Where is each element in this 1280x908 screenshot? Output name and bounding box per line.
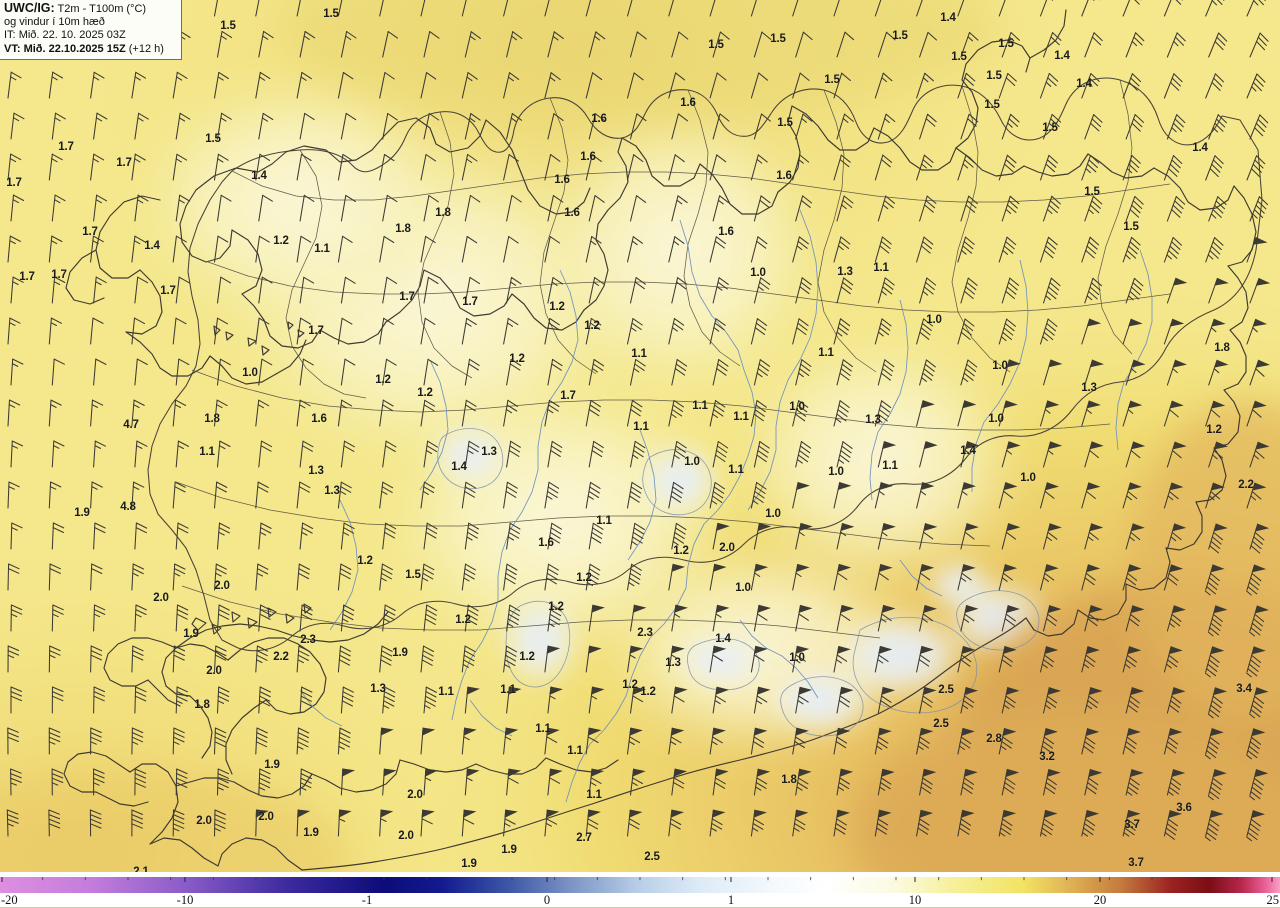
wind-barb-field <box>6 0 1271 842</box>
valid-time-label: VT: <box>4 42 21 55</box>
colorbar-tick-label: 1 <box>727 893 735 907</box>
colorbar-tick-labels: -20 -10 -1 0 1 10 20 25 <box>0 893 1280 908</box>
wind-level-label: og vindur í 10m hæð <box>4 16 105 29</box>
colorbar-tick-marks <box>1 877 1273 882</box>
colorbar-panel: -20 -10 -1 0 1 10 20 25 <box>0 872 1280 908</box>
colorbar-tick-label: -20 <box>1 893 18 907</box>
lead-time-value: (+12 h) <box>128 42 164 55</box>
init-time-label: IT: <box>4 29 16 42</box>
colorbar-tick-label: 10 <box>908 893 922 907</box>
model-label: UWC/IG: <box>4 1 55 15</box>
wind-barbs-group <box>6 0 1271 842</box>
colorbar-tick-label: 0 <box>543 893 551 907</box>
init-time-value: Mið. 22. 10. 2025 03Z <box>18 29 126 42</box>
colorbar-tick-label: 20 <box>1093 893 1107 907</box>
map-canvas[interactable]: 1.5 1.5 1.5 1.5 1.5 1.4 1.5 1.4 1.5 1.4 1.5 1.5 1.6 1… <box>0 0 1280 872</box>
colorbar-gradient <box>0 877 1280 893</box>
colorbar-tick-label: -10 <box>176 893 194 907</box>
colorbar-tick-label: -1 <box>361 893 373 907</box>
colorbar-tick-label: 25 <box>1266 893 1280 907</box>
valid-time-value: Mið. 22.10.2025 15Z <box>23 42 126 55</box>
map-title-legend-box: UWC/IG: T2m - T100m (°C) og vindur í 10m… <box>0 0 182 60</box>
field-label: T2m - T100m (°C) <box>57 3 147 15</box>
